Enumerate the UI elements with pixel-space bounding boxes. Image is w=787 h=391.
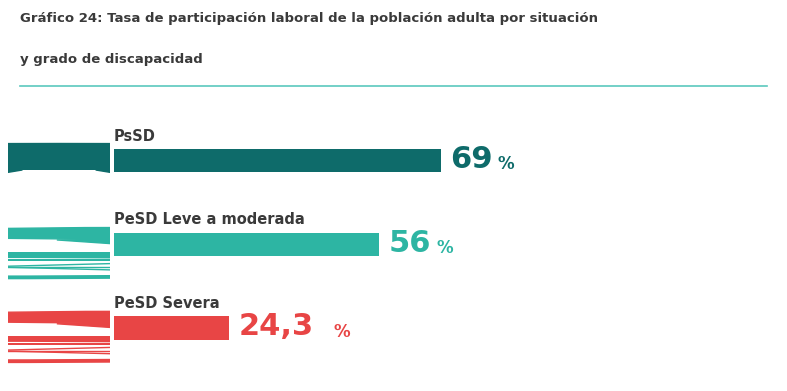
Text: 24,3: 24,3 (239, 312, 314, 341)
FancyBboxPatch shape (0, 156, 453, 161)
Circle shape (0, 311, 360, 323)
FancyBboxPatch shape (0, 259, 274, 261)
FancyBboxPatch shape (0, 343, 274, 345)
FancyBboxPatch shape (238, 339, 338, 345)
FancyArrow shape (95, 169, 323, 187)
Text: PeSD Severa: PeSD Severa (114, 296, 220, 311)
FancyBboxPatch shape (114, 316, 229, 340)
Text: %: % (497, 156, 515, 174)
Text: Gráfico 24: Tasa de participación laboral de la población adulta por situación: Gráfico 24: Tasa de participación labora… (20, 12, 597, 25)
Text: %: % (436, 239, 453, 257)
FancyBboxPatch shape (238, 255, 338, 261)
FancyArrow shape (122, 325, 534, 330)
FancyBboxPatch shape (0, 336, 345, 339)
Circle shape (0, 228, 360, 239)
FancyBboxPatch shape (114, 233, 379, 256)
FancyArrow shape (122, 241, 534, 246)
Text: 56: 56 (389, 229, 431, 258)
Text: 69: 69 (450, 145, 493, 174)
FancyArrow shape (57, 239, 405, 254)
Text: PsSD: PsSD (114, 129, 156, 143)
FancyArrow shape (57, 322, 405, 337)
FancyBboxPatch shape (114, 149, 441, 172)
FancyBboxPatch shape (0, 253, 345, 256)
FancyBboxPatch shape (0, 153, 260, 170)
Text: y grado de discapacidad: y grado de discapacidad (20, 53, 202, 66)
Text: PeSD Leve a moderada: PeSD Leve a moderada (114, 212, 305, 227)
Text: %: % (334, 323, 350, 341)
Circle shape (0, 143, 331, 158)
FancyArrow shape (0, 169, 23, 187)
